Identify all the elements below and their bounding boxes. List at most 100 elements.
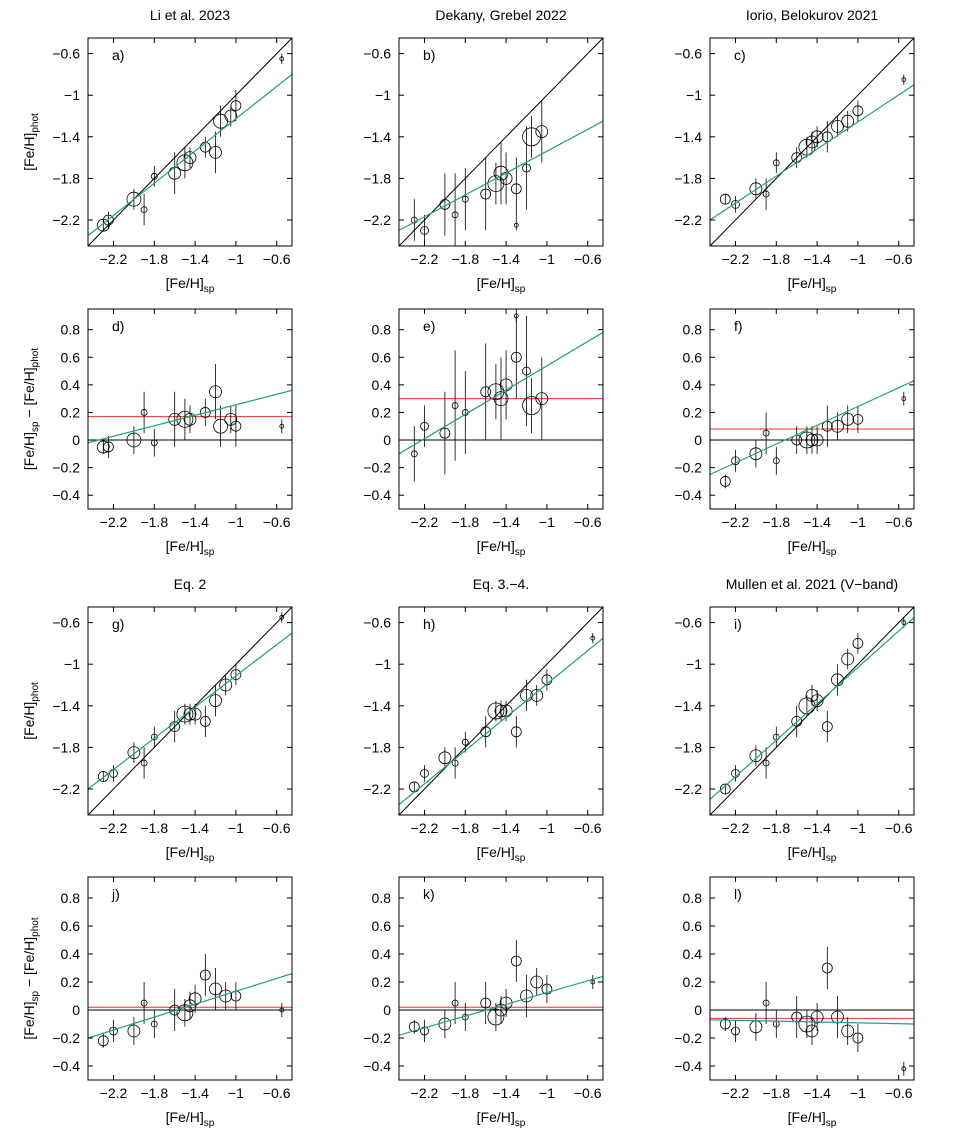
point bbox=[810, 1010, 824, 1024]
point bbox=[126, 432, 142, 448]
point bbox=[530, 689, 544, 702]
point bbox=[230, 669, 242, 680]
x-label-part: sp bbox=[204, 284, 215, 295]
y-tick-label: 0.8 bbox=[372, 322, 392, 338]
point bbox=[762, 999, 770, 1007]
x-label-part: [Fe/H] bbox=[477, 275, 515, 291]
y-tick-label: −1 bbox=[686, 656, 702, 672]
x-label-part: sp bbox=[515, 547, 526, 558]
x-tick-label: −1 bbox=[850, 820, 866, 836]
panel: Dekany, Grebel 2022 b) −2.2 −1.8 −1.4 −1 −0.6 −… bbox=[363, 7, 604, 295]
x-tick-label: −2.2 bbox=[100, 514, 128, 530]
x-tick-label: −2.2 bbox=[722, 820, 750, 836]
point bbox=[209, 145, 222, 159]
x-tick-label: −1.4 bbox=[803, 1085, 831, 1101]
panel: Eq. 2 g) −2.2 −1.8 −1.4 −1 −0.6 −2.2 −1.8 −1.4 −1 −… bbox=[21, 576, 293, 864]
point bbox=[487, 1008, 505, 1026]
point bbox=[805, 689, 819, 702]
x-tick-label: −2.2 bbox=[411, 1085, 439, 1101]
panel: f) −2.2 −1.8 −1.4 −1 −0.6 −0.4 −0.2 0 0.2 0.4 0.6 0.… bbox=[674, 308, 915, 558]
point bbox=[510, 183, 522, 195]
panel-title: Li et al. 2023 bbox=[150, 7, 230, 23]
y-label-part: [Fe/H] bbox=[21, 1001, 37, 1039]
y-tick-label: 0.8 bbox=[683, 890, 703, 906]
point bbox=[127, 746, 141, 759]
x-tick-label: −1 bbox=[539, 1085, 555, 1101]
point bbox=[805, 135, 819, 149]
point bbox=[209, 982, 222, 996]
point bbox=[798, 1015, 816, 1033]
y-label-part: [Fe/H] bbox=[21, 702, 37, 740]
x-tick-label: −1.8 bbox=[140, 1085, 168, 1101]
point bbox=[901, 1066, 907, 1072]
frame bbox=[398, 606, 604, 816]
y-tick-label: 0.2 bbox=[61, 404, 81, 420]
y-tick-label: 0.6 bbox=[683, 349, 703, 365]
x-label-part: [Fe/H] bbox=[166, 275, 204, 291]
x-tick-label: −1 bbox=[539, 251, 555, 267]
x-label-part: sp bbox=[515, 1118, 526, 1129]
fit-line bbox=[710, 84, 914, 221]
x-tick-label: −1.4 bbox=[181, 820, 209, 836]
y-axis-label: [Fe/H]sp − [Fe/H]phot bbox=[21, 917, 41, 1039]
frame bbox=[87, 37, 293, 247]
x-tick-label: −1.8 bbox=[451, 251, 479, 267]
x-axis-label: [Fe/H]sp bbox=[477, 844, 526, 864]
x-tick-label: −1.8 bbox=[762, 514, 790, 530]
y-tick-label: −1.8 bbox=[363, 739, 391, 755]
fit-line bbox=[710, 616, 914, 800]
point bbox=[140, 999, 148, 1007]
x-axis-label: [Fe/H]sp bbox=[166, 1109, 215, 1129]
fit-line bbox=[88, 632, 292, 790]
point bbox=[810, 433, 824, 447]
point bbox=[749, 182, 763, 196]
y-label-part: sp bbox=[30, 421, 41, 432]
x-axis-label: [Fe/H]sp bbox=[166, 844, 215, 864]
point bbox=[150, 733, 158, 741]
x-tick-label: −1.8 bbox=[140, 251, 168, 267]
point bbox=[199, 407, 211, 418]
point bbox=[535, 125, 549, 139]
y-tick-label: −2.2 bbox=[674, 212, 702, 228]
x-tick-label: −1.8 bbox=[140, 514, 168, 530]
panel-title: Eq. 2 bbox=[174, 576, 207, 592]
point bbox=[176, 1004, 194, 1022]
x-label-part: sp bbox=[204, 1118, 215, 1129]
panel: d) −2.2 −1.8 −1.4 −1 −0.6 −0.4 −0.2 0 0.2 0.4 0.6 0.… bbox=[21, 308, 293, 558]
y-tick-label: 0.6 bbox=[61, 918, 81, 934]
y-axis-label: [Fe/H]phot bbox=[21, 682, 41, 740]
panel-label: d) bbox=[112, 318, 124, 334]
panel: Iorio, Belokurov 2021 c) −2.2 −1.8 −1.4 −1 −0.… bbox=[674, 7, 915, 295]
panel-title: Eq. 3.−4. bbox=[473, 576, 529, 592]
point bbox=[420, 1026, 429, 1036]
identity-line bbox=[88, 38, 292, 246]
point bbox=[494, 1003, 508, 1017]
point bbox=[772, 159, 780, 167]
y-tick-label: −1.8 bbox=[363, 170, 391, 186]
point bbox=[103, 441, 114, 453]
y-tick-label: −2.2 bbox=[674, 781, 702, 797]
y-tick-label: −0.4 bbox=[363, 1058, 391, 1074]
point bbox=[522, 396, 541, 415]
panel-label: b) bbox=[423, 47, 435, 63]
y-tick-label: −1 bbox=[375, 656, 391, 672]
x-tick-label: −1.4 bbox=[181, 1085, 209, 1101]
plot-area bbox=[88, 607, 292, 815]
x-tick-label: −1.8 bbox=[451, 820, 479, 836]
x-axis-label: [Fe/H]sp bbox=[788, 275, 837, 295]
panel-label: f) bbox=[734, 318, 743, 334]
point bbox=[513, 222, 519, 228]
y-tick-label: −0.2 bbox=[363, 1030, 391, 1046]
point bbox=[199, 716, 211, 727]
y-tick-label: −2.2 bbox=[363, 781, 391, 797]
y-tick-label: −1.8 bbox=[52, 739, 80, 755]
frame bbox=[87, 308, 293, 510]
plot-area bbox=[88, 38, 292, 246]
point bbox=[719, 476, 731, 487]
panel: Li et al. 2023 a) −2.2 −1.8 −1.4 −1 −0.6 −2.2 −1… bbox=[21, 7, 293, 295]
y-tick-label: −2.2 bbox=[52, 212, 80, 228]
y-tick-label: −0.6 bbox=[363, 615, 391, 631]
point bbox=[810, 694, 824, 707]
y-tick-label: −0.6 bbox=[674, 615, 702, 631]
x-tick-label: −1.8 bbox=[140, 820, 168, 836]
